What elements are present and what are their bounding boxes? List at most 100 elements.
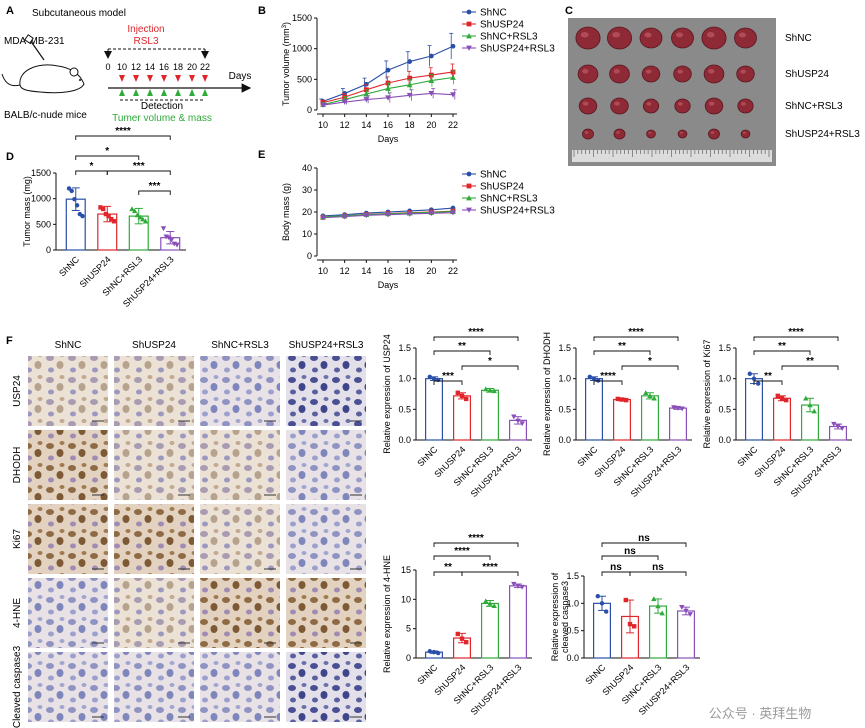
- injection-label: Injection: [127, 24, 164, 35]
- timeline-tick-label: 18: [173, 62, 183, 72]
- tumor-highlight: [741, 102, 746, 106]
- significance-label: ****: [468, 327, 484, 338]
- significance-label: ns: [652, 562, 664, 573]
- x-axis-label: Days: [378, 134, 399, 144]
- ihc-image: [114, 578, 194, 648]
- significance-label: ****: [600, 371, 616, 382]
- tumor-highlight: [585, 131, 589, 134]
- panel-a: A Subcutaneous model MDA-MB-231 BALB/c-n…: [2, 5, 251, 124]
- data-point: [429, 54, 434, 59]
- y-tick-label: 0.0: [566, 653, 579, 663]
- data-point: [780, 396, 784, 400]
- legend-label: ShNC: [480, 170, 507, 181]
- significance-label: ns: [610, 562, 622, 573]
- ihc-image: [28, 504, 108, 574]
- data-point: [451, 44, 456, 49]
- tumor-highlight: [582, 69, 588, 74]
- tumor-highlight: [614, 69, 620, 74]
- ihc-image: [286, 430, 366, 500]
- significance-label: *: [90, 161, 94, 172]
- legend-label: ShUSP24+RSL3: [480, 44, 555, 55]
- y-axis-label-line2: cleaved caspase3: [560, 581, 570, 653]
- significance-label: *: [648, 356, 652, 367]
- detection-detail: Tumer volume & mass: [112, 113, 212, 124]
- tumor-photo: ShNCShUSP24ShNC+RSL3ShUSP24+RSL3: [568, 18, 860, 166]
- data-point: [464, 640, 468, 644]
- x-tick-label: ShNC: [415, 444, 439, 468]
- data-point: [460, 394, 464, 398]
- tumor: [643, 99, 658, 113]
- x-tick-label: ShUSP24+RSL3: [637, 662, 692, 717]
- ihc-image: [200, 578, 280, 648]
- tumor: [578, 65, 598, 83]
- y-tick-label: 0.5: [718, 404, 731, 414]
- detection-label: Detection: [141, 101, 183, 112]
- significance-label: ns: [624, 546, 636, 557]
- y-axis-label: Relative expression of 4-HNE: [382, 555, 392, 673]
- tumor: [647, 130, 656, 138]
- timeline-tick-label: 22: [200, 62, 210, 72]
- data-point: [456, 391, 460, 395]
- tumor-highlight: [739, 33, 746, 38]
- tumor: [675, 99, 690, 113]
- significance-label: ****: [468, 533, 484, 544]
- significance-label: ****: [788, 327, 804, 338]
- tumor-mass-chart: 050010001500Tumor mass (mg)ShNCShUSP24Sh…: [22, 126, 186, 309]
- x-tick-label: ShUSP24+RSL3: [629, 444, 684, 499]
- x-tick-label: ShNC: [415, 662, 439, 686]
- y-tick-label: 1000: [31, 194, 51, 204]
- tumor: [738, 99, 753, 113]
- data-point: [456, 632, 460, 636]
- x-tick-label: 20: [426, 266, 436, 276]
- cell-line-label: MDA-MB-231: [4, 36, 65, 47]
- data-point: [432, 376, 436, 380]
- x-axis-label: Days: [378, 280, 399, 290]
- ihc-image-grid: ShNC ShUSP24 ShNC+RSL3 ShUSP24+RSL3 USP24 DHO…: [12, 340, 366, 728]
- data-point: [592, 376, 596, 380]
- y-tick-label: 500: [297, 74, 312, 84]
- legend-label: ShNC+RSL3: [480, 194, 538, 205]
- data-point: [429, 73, 434, 78]
- data-point: [467, 22, 472, 27]
- y-tick-label: 0.0: [558, 435, 571, 445]
- x-tick-label: 12: [340, 266, 350, 276]
- legend-label: ShUSP24+RSL3: [480, 206, 555, 217]
- tumor: [672, 28, 694, 48]
- x-tick-label: 22: [448, 120, 458, 130]
- data-point: [784, 398, 788, 402]
- bar: [614, 400, 631, 440]
- ihc-column-label: ShUSP24: [132, 340, 176, 351]
- y-axis-label: Body mass (g): [281, 183, 291, 241]
- data-point: [161, 226, 166, 231]
- detection-marker: [161, 89, 167, 96]
- detection-marker: [189, 89, 195, 96]
- tumor-row-label: ShUSP24: [785, 69, 829, 80]
- tumor: [674, 66, 692, 82]
- data-point: [464, 397, 468, 401]
- significance-label: **: [444, 562, 452, 573]
- data-point: [70, 189, 74, 193]
- panel-letter-b: B: [258, 5, 266, 17]
- tumor-row-label: ShNC: [785, 33, 812, 44]
- tumor: [583, 129, 594, 139]
- y-tick-label: 0.0: [398, 435, 411, 445]
- tumor-highlight: [646, 70, 652, 74]
- y-tick-label: 1.0: [558, 374, 571, 384]
- data-point: [616, 397, 620, 401]
- tumor: [640, 28, 662, 48]
- legend-label: ShUSP24: [480, 182, 524, 193]
- ihc-image: [200, 430, 280, 500]
- ihc-image: [286, 504, 366, 574]
- y-tick-label: 0.5: [398, 404, 411, 414]
- ihc-image: [114, 356, 194, 426]
- x-tick-label: ShUSP24+RSL3: [469, 662, 524, 717]
- y-tick-label: 1.0: [718, 374, 731, 384]
- ihc-image: [114, 504, 194, 574]
- y-axis-label: Tumor volume (mm3): [281, 22, 291, 106]
- data-point: [432, 650, 436, 654]
- data-point: [428, 375, 432, 379]
- usp24-expression-chart: 0.0 0.5 1.0 1.5 Relative expression of USP24…: [382, 327, 532, 499]
- x-tick-label: ShNC: [57, 254, 81, 278]
- bar: [678, 611, 695, 658]
